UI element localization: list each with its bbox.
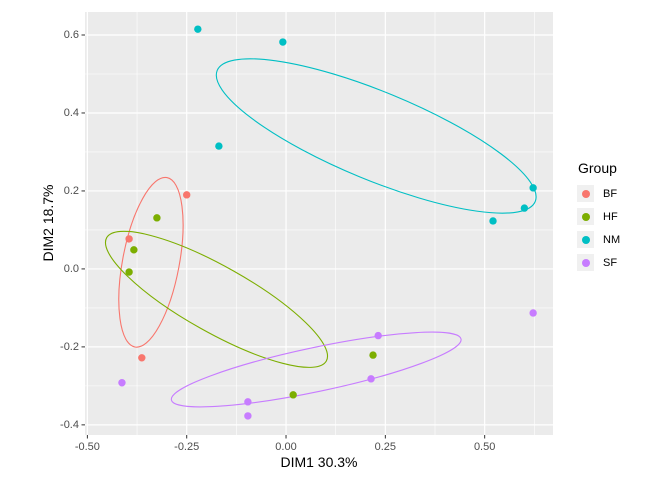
legend-label: BF <box>603 187 618 200</box>
legend-label: NM <box>603 233 621 246</box>
x-tick-label: -0.25 <box>174 441 200 453</box>
x-tick-label: 0.00 <box>275 441 297 453</box>
data-point-NM <box>215 142 223 150</box>
data-point-SF <box>374 331 382 340</box>
data-point-BF <box>183 191 191 199</box>
data-point-BF <box>125 235 133 243</box>
y-tick-label: 0.0 <box>63 262 79 275</box>
data-point-BF <box>138 354 146 362</box>
legend-dot-icon <box>581 189 590 198</box>
y-tick-label: 0.6 <box>63 29 79 41</box>
data-point-HF <box>125 268 133 276</box>
data-point-NM <box>529 184 537 192</box>
legend-label: SF <box>603 256 618 269</box>
legend-key-NM <box>577 231 594 248</box>
data-point-NM <box>520 204 529 212</box>
x-tick-label: 0.25 <box>374 441 397 453</box>
data-point-SF <box>529 309 537 317</box>
confidence-ellipse-BF <box>118 176 184 348</box>
legend-key-BF <box>577 185 594 202</box>
data-point-NM <box>194 25 202 33</box>
x-tick-label: -0.50 <box>74 441 100 453</box>
legend-dot-icon <box>581 212 590 221</box>
y-tick-label: 0.4 <box>63 106 79 119</box>
x-tick-label: 0.50 <box>473 441 496 453</box>
y-tick-label: 0.2 <box>63 184 79 197</box>
data-point-SF <box>118 379 126 387</box>
data-point-NM <box>489 217 497 225</box>
legend-item-HF: HF <box>577 208 620 225</box>
legend: Group BF HF NM SF <box>577 160 620 277</box>
panel-background <box>85 12 553 435</box>
legend-item-SF: SF <box>577 254 620 271</box>
data-point-SF <box>367 375 375 383</box>
y-tick-label: -0.4 <box>60 418 79 431</box>
data-point-HF <box>289 391 297 399</box>
y-tick-label: -0.2 <box>60 340 79 353</box>
legend-dot-icon <box>581 258 590 267</box>
legend-label: HF <box>603 210 618 223</box>
data-point-HF <box>153 214 161 222</box>
data-point-NM <box>279 38 287 46</box>
legend-item-NM: NM <box>577 231 620 248</box>
confidence-ellipse-HF <box>104 230 329 368</box>
legend-key-HF <box>577 208 594 225</box>
data-point-SF <box>244 412 252 420</box>
legend-title: Group <box>578 160 617 176</box>
data-point-HF <box>369 351 377 359</box>
confidence-ellipse-NM <box>215 58 537 214</box>
legend-key-SF <box>577 254 594 271</box>
data-point-SF <box>244 398 252 406</box>
legend-items: BF HF NM SF <box>577 185 620 271</box>
data-point-HF <box>130 246 138 254</box>
legend-dot-icon <box>581 235 590 244</box>
legend-item-BF: BF <box>577 185 620 202</box>
confidence-ellipse-SF <box>170 331 462 408</box>
x-axis-title: DIM1 30.3% <box>280 454 358 470</box>
